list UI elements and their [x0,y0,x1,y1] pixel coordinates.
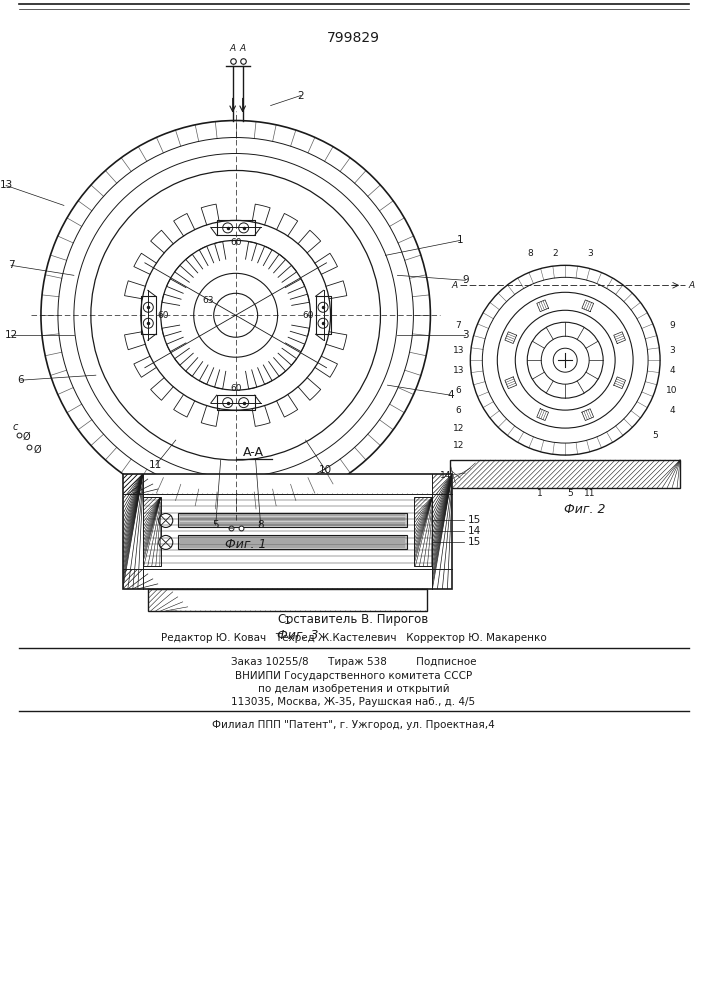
Text: 13: 13 [452,366,464,375]
Text: Фиг. 3: Фиг. 3 [277,629,318,642]
Text: 11: 11 [149,460,163,470]
Text: 5: 5 [652,431,658,440]
Text: 13: 13 [0,180,13,190]
Text: 14: 14 [467,526,481,536]
Text: =: = [228,525,233,531]
Text: Филиал ППП "Патент", г. Ужгород, ул. Проектная,4: Филиал ППП "Патент", г. Ужгород, ул. Про… [212,720,495,730]
Text: 4: 4 [670,366,675,375]
Text: по делам изобретения и открытий: по делам изобретения и открытий [257,684,450,694]
Bar [143,497,160,566]
Text: A: A [230,44,235,53]
Text: Составитель В. Пирогов: Составитель В. Пирогов [279,613,428,626]
Text: 5: 5 [212,520,219,530]
Text: 7: 7 [455,321,461,330]
Text: 60: 60 [230,384,241,393]
Text: 5: 5 [567,489,573,498]
Text: Фиг. 1: Фиг. 1 [225,538,267,551]
Text: 1: 1 [457,235,464,245]
Text: Фиг. 2: Фиг. 2 [564,503,606,516]
Text: 14: 14 [440,471,451,480]
Text: Заказ 10255/8      Тираж 538         Подписное: Заказ 10255/8 Тираж 538 Подписное [230,657,477,667]
Text: 60: 60 [303,311,315,320]
Text: 15: 15 [467,515,481,525]
Text: 4: 4 [670,406,675,415]
Text: ВНИИПИ Государственного комитета СССР: ВНИИПИ Государственного комитета СССР [235,671,472,681]
Text: 113035, Москва, Ж-35, Раушская наб., д. 4/5: 113035, Москва, Ж-35, Раушская наб., д. … [231,697,476,707]
Text: 10: 10 [319,465,332,475]
Text: 799829: 799829 [327,31,380,45]
Circle shape [159,513,173,527]
Bar [148,589,428,611]
Text: Ø: Ø [34,445,42,455]
Text: 6: 6 [455,406,461,415]
Text: A: A [240,44,246,53]
Text: 1: 1 [537,489,543,498]
Text: 2: 2 [297,91,304,101]
Text: Ø: Ø [23,432,30,442]
Text: 12: 12 [4,330,18,340]
Text: 3: 3 [588,249,593,258]
Text: 15: 15 [467,537,481,547]
Text: 60: 60 [157,311,168,320]
Text: 13: 13 [452,346,464,355]
Bar [123,474,452,589]
Bar [177,535,407,549]
Text: 9: 9 [462,275,469,285]
Text: A: A [688,281,694,290]
Text: 8: 8 [527,249,533,258]
Text: 3: 3 [462,330,469,340]
Text: 12: 12 [452,441,464,450]
Text: A: A [451,281,457,290]
Text: 6: 6 [455,386,461,395]
Bar [177,513,407,527]
Text: 1: 1 [284,616,291,626]
Text: 3: 3 [669,346,675,355]
Circle shape [159,535,173,549]
Text: 60: 60 [230,238,241,247]
Text: 11: 11 [585,489,596,498]
Text: 9: 9 [669,321,675,330]
Bar [450,460,680,488]
Text: 8: 8 [257,520,264,530]
Text: 63: 63 [202,296,214,305]
Text: 7: 7 [8,260,14,270]
Text: c: c [13,422,18,432]
Text: 4: 4 [447,390,454,400]
Text: 12: 12 [452,424,464,433]
Text: A-A: A-A [243,446,264,459]
Text: 6: 6 [18,375,24,385]
Text: 2: 2 [552,249,558,258]
Bar [414,497,433,566]
Text: 10: 10 [666,386,678,395]
Text: Редактор Ю. Ковач   Техред Ж.Кастелевич   Корректор Ю. Макаренко: Редактор Ю. Ковач Техред Ж.Кастелевич Ко… [160,633,547,643]
